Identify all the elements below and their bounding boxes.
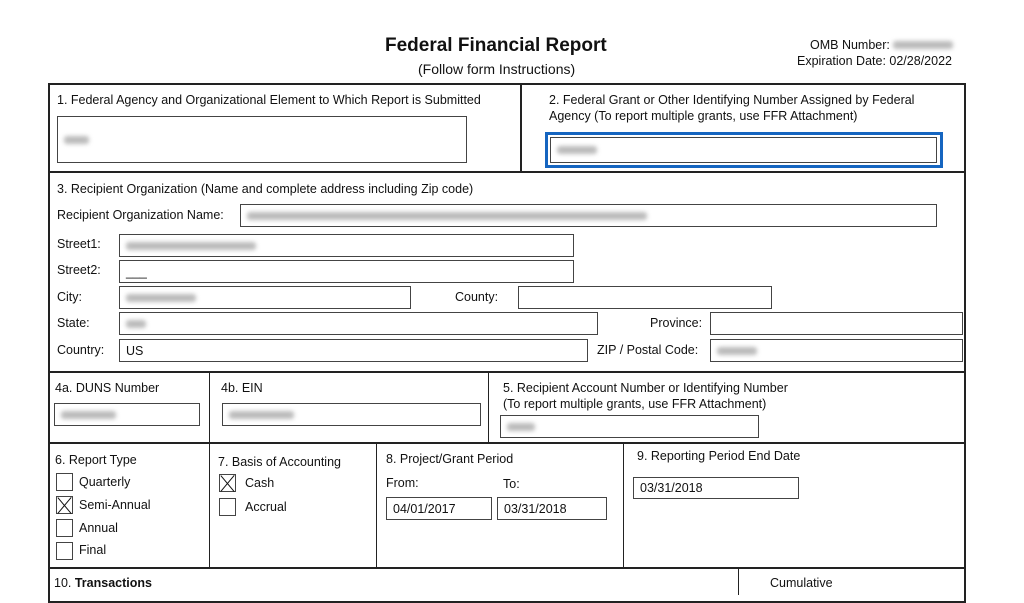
divider xyxy=(623,443,624,568)
divider xyxy=(488,372,489,443)
box2-label-1: 2. Federal Grant or Other Identifying Nu… xyxy=(549,93,915,107)
box5-label-2: (To report multiple grants, use FFR Atta… xyxy=(503,397,767,411)
grant-period-label: 8. Project/Grant Period xyxy=(386,452,514,466)
divider xyxy=(48,171,966,173)
redacted-value xyxy=(717,346,757,355)
redacted-value xyxy=(126,319,146,328)
final-label: Final xyxy=(79,543,107,557)
period-end-label: 9. Reporting Period End Date xyxy=(637,449,801,463)
box2-label-2: Agency (To report multiple grants, use F… xyxy=(549,109,858,123)
duns-label: 4a. DUNS Number xyxy=(55,381,160,395)
to-label: To: xyxy=(503,477,520,491)
period-end-field[interactable]: 03/31/2018 xyxy=(633,477,799,499)
cumulative-header: Cumulative xyxy=(770,576,833,590)
street2-field[interactable]: ___ xyxy=(119,260,574,283)
divider xyxy=(209,372,210,568)
zip-label: ZIP / Postal Code: xyxy=(597,343,699,357)
annual-label: Annual xyxy=(79,521,118,535)
divider xyxy=(738,568,739,595)
divider xyxy=(48,371,966,373)
divider xyxy=(48,442,966,444)
semi-annual-label: Semi-Annual xyxy=(79,498,151,512)
report-type-label: 6. Report Type xyxy=(55,453,137,467)
country-label: Country: xyxy=(57,343,105,357)
accrual-checkbox[interactable] xyxy=(219,498,236,516)
street1-field[interactable] xyxy=(119,234,574,257)
org-name-field[interactable] xyxy=(240,204,937,227)
street1-label: Street1: xyxy=(57,237,101,251)
county-field[interactable] xyxy=(518,286,772,309)
period-to-field[interactable]: 03/31/2018 xyxy=(497,497,607,520)
omb-label: OMB Number: xyxy=(810,38,890,52)
province-field[interactable] xyxy=(710,312,963,335)
transactions-number: 10. xyxy=(54,576,75,590)
zip-field[interactable] xyxy=(710,339,963,362)
redacted-value xyxy=(229,410,294,419)
omb-number-redacted xyxy=(893,41,954,49)
grant-number-field[interactable] xyxy=(550,137,937,163)
cash-checkbox[interactable] xyxy=(219,474,236,492)
recipient-account-field[interactable] xyxy=(500,415,759,438)
accounting-label: 7. Basis of Accounting xyxy=(218,455,341,469)
redacted-value xyxy=(126,293,196,302)
accrual-label: Accrual xyxy=(245,500,287,514)
state-field[interactable] xyxy=(119,312,598,335)
province-label: Province: xyxy=(650,316,703,330)
quarterly-checkbox[interactable] xyxy=(56,473,73,491)
omb-number-label: OMB Number: xyxy=(810,38,954,52)
state-label: State: xyxy=(57,316,90,330)
final-checkbox[interactable] xyxy=(56,542,73,560)
country-field[interactable]: US xyxy=(119,339,588,362)
annual-checkbox[interactable] xyxy=(56,519,73,537)
divider xyxy=(520,83,522,172)
redacted-value xyxy=(126,241,256,250)
transactions-title: Transactions xyxy=(74,576,152,590)
page-title: Federal Financial Report xyxy=(385,35,607,56)
city-field[interactable] xyxy=(119,286,411,309)
redacted-value xyxy=(557,146,597,154)
quarterly-label: Quarterly xyxy=(79,475,131,489)
box3-label: 3. Recipient Organization (Name and comp… xyxy=(57,182,474,196)
federal-agency-field[interactable] xyxy=(57,116,467,163)
divider xyxy=(376,443,377,568)
transactions-label: 10. Transactions xyxy=(54,576,152,590)
street2-label: Street2: xyxy=(57,263,101,277)
grant-number-focus-ring xyxy=(545,132,943,168)
period-from-field[interactable]: 04/01/2017 xyxy=(386,497,492,520)
redacted-value xyxy=(61,410,116,419)
semi-annual-checkbox[interactable] xyxy=(56,496,73,514)
org-name-label: Recipient Organization Name: xyxy=(57,208,224,222)
ein-field[interactable] xyxy=(222,403,481,426)
redacted-value xyxy=(64,135,89,144)
box1-label: 1. Federal Agency and Organizational Ele… xyxy=(57,93,481,107)
expiration-date: Expiration Date: 02/28/2022 xyxy=(797,54,952,68)
page-subtitle: (Follow form Instructions) xyxy=(418,61,576,77)
duns-field[interactable] xyxy=(54,403,200,426)
redacted-value xyxy=(247,211,647,220)
city-label: City: xyxy=(57,290,82,304)
box5-label-1: 5. Recipient Account Number or Identifyi… xyxy=(503,381,788,395)
cash-label: Cash xyxy=(245,476,275,490)
county-label: County: xyxy=(455,290,499,304)
from-label: From: xyxy=(386,476,419,490)
ein-label: 4b. EIN xyxy=(221,381,263,395)
divider xyxy=(48,567,966,569)
redacted-value xyxy=(507,422,535,431)
